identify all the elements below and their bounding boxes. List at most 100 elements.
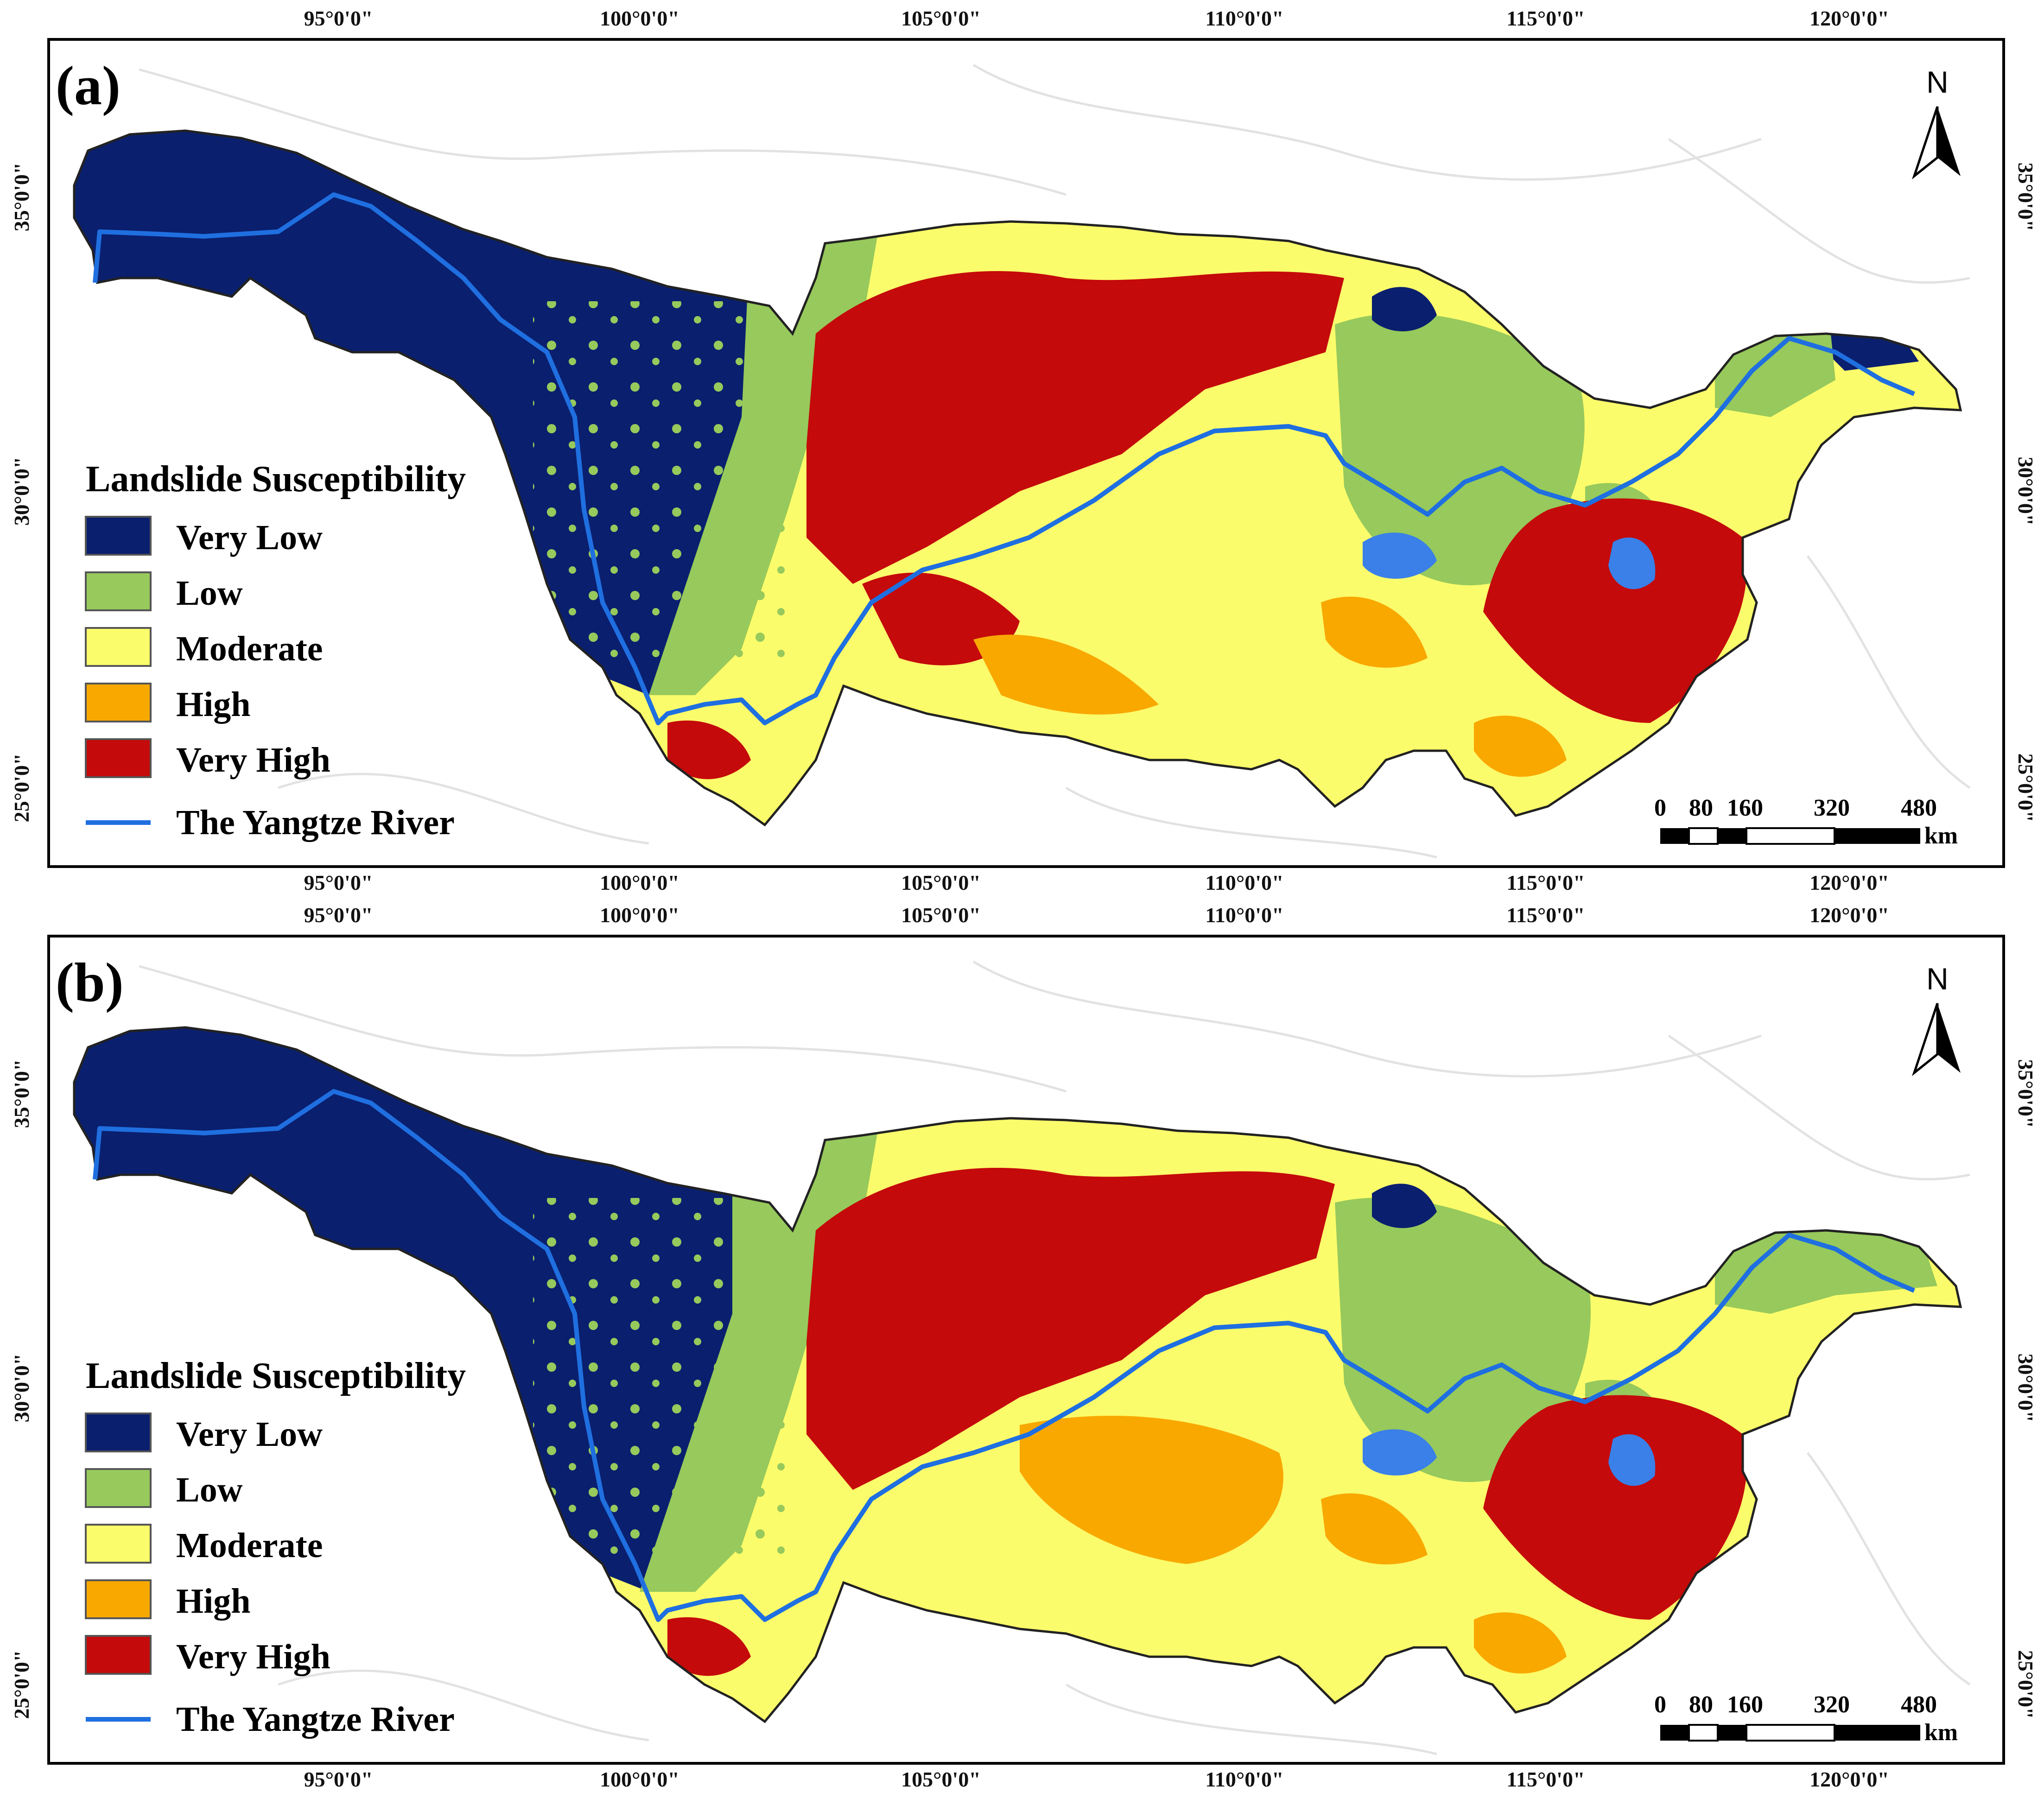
north-arrow-label: N — [1926, 962, 1949, 996]
scale-segment — [1835, 1725, 1920, 1741]
scale-tick-0: 0 — [1654, 795, 1666, 821]
scale-unit: km — [1924, 823, 1958, 849]
lon-tick-105: 105°0'0" — [901, 903, 981, 927]
legend: Landslide Susceptibility Very Low Low Mo… — [85, 459, 466, 842]
north-arrow-icon — [1937, 107, 1961, 176]
legend-swatch-very-high — [85, 1635, 152, 1675]
legend-swatch-moderate — [85, 1524, 152, 1564]
lake-poyang — [1608, 537, 1656, 589]
lon-tick-100: 100°0'0" — [600, 1767, 679, 1791]
zone-very-high-southwest — [667, 720, 751, 779]
scale-tick-160: 160 — [1727, 1691, 1763, 1718]
legend-label-low: Low — [176, 1470, 243, 1509]
lon-tick-110: 110°0'0" — [1205, 903, 1283, 927]
lon-tick-105: 105°0'0" — [901, 871, 981, 894]
legend-label-very-high: Very High — [176, 1637, 330, 1676]
scale-tick-320: 320 — [1814, 795, 1850, 821]
map-panel-b: 95°0'0" 100°0'0" 105°0'0" 110°0'0" 115°0… — [10, 903, 2038, 1791]
scale-segment — [1718, 1725, 1746, 1741]
zone-low-hubei — [1335, 313, 1585, 586]
lon-tick-120: 120°0'0" — [1809, 903, 1889, 927]
right-latitude-ticks: 35°0'0" 30°0'0" 25°0'0" — [2014, 163, 2038, 823]
legend-label-moderate: Moderate — [176, 1526, 323, 1565]
lon-tick-115: 115°0'0" — [1506, 6, 1585, 30]
north-arrow: N — [1911, 962, 1961, 1077]
lon-tick-105: 105°0'0" — [901, 6, 981, 30]
lat-tick-35: 35°0'0" — [2014, 1059, 2038, 1128]
legend-label-river: The Yangtze River — [176, 1700, 455, 1739]
legend-swatch-high — [85, 683, 152, 722]
lat-tick-35: 35°0'0" — [10, 1059, 33, 1128]
legend-title: Landslide Susceptibility — [86, 459, 466, 500]
top-longitude-ticks: 95°0'0" 100°0'0" 105°0'0" 110°0'0" 115°0… — [304, 903, 1889, 927]
lat-tick-35: 35°0'0" — [10, 163, 33, 232]
lake-dongting — [1363, 532, 1437, 579]
legend-label-very-low: Very Low — [176, 518, 323, 557]
legend-label-high: High — [176, 685, 251, 724]
lon-tick-110: 110°0'0" — [1205, 6, 1283, 30]
legend: Landslide Susceptibility Very Low Low Mo… — [85, 1356, 466, 1739]
lat-tick-35: 35°0'0" — [2014, 163, 2038, 232]
lake-poyang — [1608, 1434, 1656, 1486]
scale-segment — [1660, 828, 1689, 844]
legend-label-moderate: Moderate — [176, 629, 323, 668]
legend-swatch-very-low — [85, 1413, 152, 1452]
province-boundaries-background — [139, 63, 1971, 859]
zone-low-scatter — [533, 301, 788, 672]
lat-tick-30: 30°0'0" — [2014, 1354, 2038, 1423]
legend-swatch-very-low — [85, 516, 152, 556]
zone-very-low-north — [1372, 1184, 1437, 1228]
map-panel-a: 95°0'0" 100°0'0" 105°0'0" 110°0'0" 115°0… — [10, 6, 2038, 894]
lat-tick-30: 30°0'0" — [10, 457, 33, 526]
zone-very-high-sichuan — [806, 271, 1344, 584]
scale-tick-160: 160 — [1727, 795, 1763, 821]
scale-tick-480: 480 — [1901, 795, 1937, 821]
legend-label-very-high: Very High — [176, 741, 330, 779]
lon-tick-95: 95°0'0" — [304, 6, 373, 30]
scale-bar: 0 80 160 320 480 km — [1654, 795, 1958, 849]
legend-label-very-low: Very Low — [176, 1415, 323, 1454]
top-longitude-ticks: 95°0'0" 100°0'0" 105°0'0" 110°0'0" 115°0… — [304, 6, 1889, 30]
zone-low-hubei — [1335, 1197, 1591, 1482]
panel-label: (b) — [56, 951, 124, 1013]
lon-tick-110: 110°0'0" — [1205, 871, 1283, 894]
scale-segment — [1718, 828, 1746, 844]
north-arrow-icon — [1937, 1003, 1961, 1073]
lat-tick-25: 25°0'0" — [10, 754, 33, 823]
legend-label-high: High — [176, 1582, 251, 1621]
scale-segment — [1688, 1724, 1719, 1742]
scale-tick-480: 480 — [1901, 1691, 1937, 1718]
lake-dongting — [1363, 1429, 1437, 1476]
zone-very-high-sichuan — [806, 1168, 1335, 1490]
legend-swatch-very-high — [85, 738, 152, 778]
panel-label: (a) — [56, 55, 121, 116]
scale-segment — [1688, 827, 1719, 845]
scale-segment — [1746, 1724, 1835, 1742]
zone-very-high-southeast — [1483, 498, 1747, 723]
lon-tick-110: 110°0'0" — [1205, 1767, 1283, 1791]
north-arrow-outline-icon — [1911, 106, 1939, 180]
lat-tick-25: 25°0'0" — [10, 1650, 33, 1719]
north-arrow-label: N — [1926, 65, 1949, 99]
scale-tick-320: 320 — [1814, 1691, 1850, 1718]
legend-swatch-high — [85, 1579, 152, 1619]
lat-tick-30: 30°0'0" — [2014, 457, 2038, 526]
lon-tick-120: 120°0'0" — [1809, 6, 1889, 30]
legend-title: Landslide Susceptibility — [86, 1356, 466, 1396]
yangtze-river-line — [93, 1089, 1915, 1622]
scale-bar: 0 80 160 320 480 km — [1654, 1691, 1958, 1746]
scale-unit: km — [1924, 1719, 1958, 1746]
lon-tick-115: 115°0'0" — [1506, 903, 1585, 927]
legend-swatch-low — [85, 571, 152, 611]
lon-tick-95: 95°0'0" — [304, 871, 373, 894]
north-arrow-outline-icon — [1911, 1003, 1939, 1077]
lat-tick-25: 25°0'0" — [2014, 754, 2038, 823]
zone-very-low-north — [1372, 287, 1919, 371]
lon-tick-105: 105°0'0" — [901, 1767, 981, 1791]
lon-tick-100: 100°0'0" — [600, 903, 679, 927]
legend-swatch-low — [85, 1468, 152, 1508]
yangtze-river-line — [93, 192, 1915, 725]
lon-tick-115: 115°0'0" — [1506, 1767, 1585, 1791]
lon-tick-120: 120°0'0" — [1809, 1767, 1889, 1791]
